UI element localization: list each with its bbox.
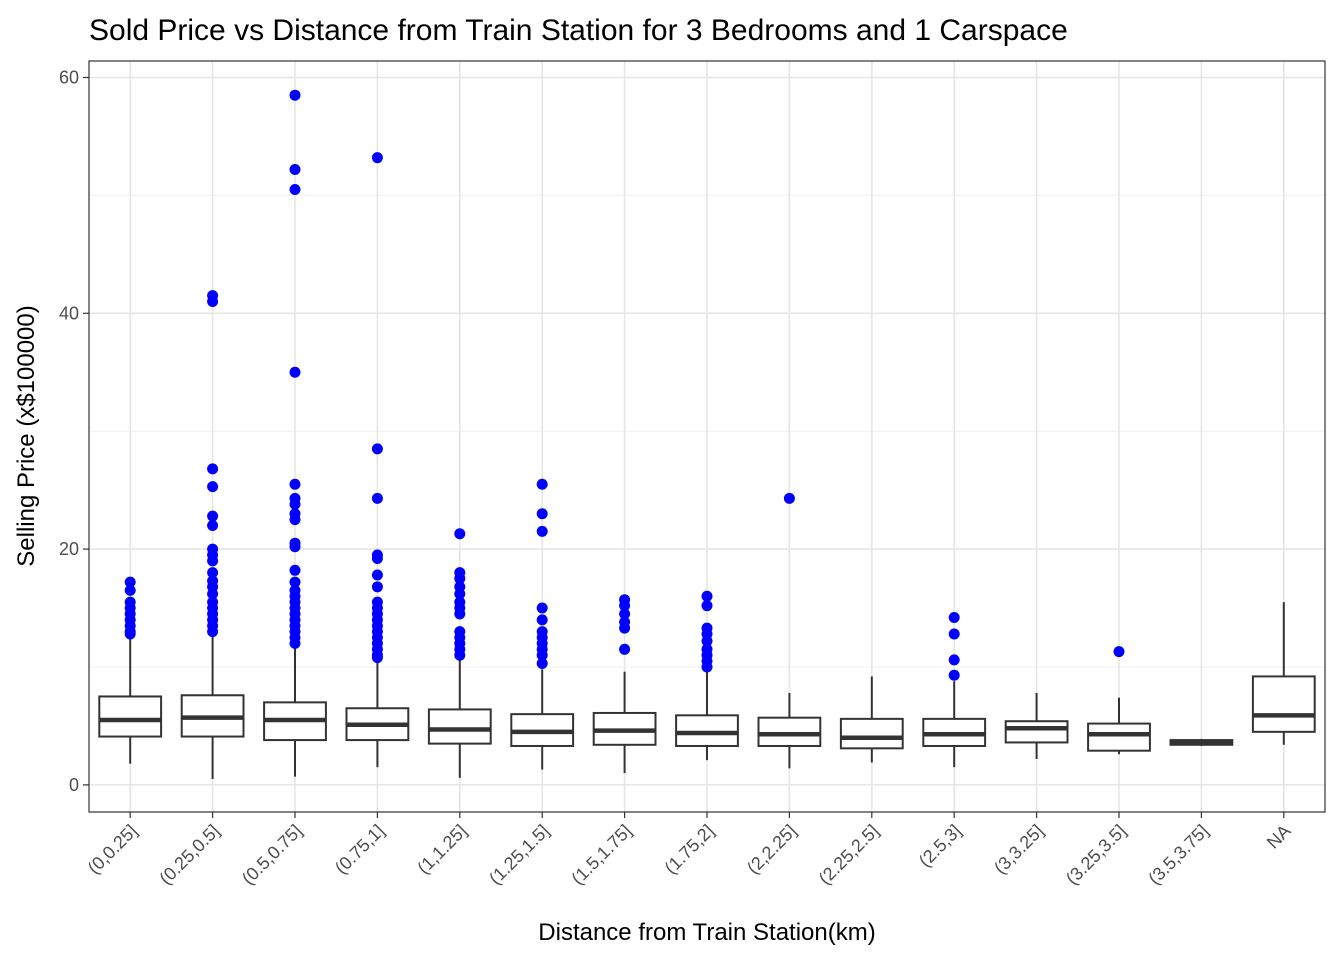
outlier-point bbox=[371, 443, 383, 455]
outlier-point bbox=[536, 478, 548, 490]
outlier-point bbox=[701, 600, 713, 612]
box-7 bbox=[675, 671, 739, 761]
box-5 bbox=[510, 669, 575, 770]
iqr-box bbox=[1004, 720, 1069, 744]
outlier-point bbox=[536, 614, 548, 626]
iqr-box bbox=[839, 717, 904, 750]
iqr-box bbox=[757, 716, 822, 747]
outlier-point bbox=[619, 643, 631, 655]
outlier-point bbox=[207, 510, 219, 522]
box-8 bbox=[757, 692, 822, 769]
y-tick-label: 0 bbox=[69, 775, 79, 795]
outlier-point bbox=[536, 525, 548, 537]
box-9 bbox=[839, 676, 904, 763]
outlier-point bbox=[124, 576, 136, 588]
outlier-point bbox=[207, 626, 219, 638]
outlier-point bbox=[207, 588, 219, 600]
y-tick-label: 60 bbox=[59, 68, 79, 88]
box-11 bbox=[1004, 692, 1069, 759]
iqr-box bbox=[1251, 675, 1316, 733]
outlier-point bbox=[207, 520, 219, 532]
outlier-point bbox=[371, 652, 383, 664]
box-series bbox=[98, 602, 1316, 779]
outlier-point bbox=[207, 463, 219, 475]
box-1 bbox=[180, 635, 245, 779]
outlier-point bbox=[783, 492, 795, 504]
outlier-point bbox=[536, 649, 548, 661]
outlier-point bbox=[289, 366, 301, 378]
y-axis-title: Selling Price (x$100000) bbox=[13, 305, 40, 566]
box-13 bbox=[1169, 738, 1234, 746]
outlier-point bbox=[289, 564, 301, 576]
outlier-point bbox=[371, 569, 383, 581]
box-6 bbox=[592, 671, 657, 774]
outlier-point bbox=[1113, 646, 1125, 658]
box-4 bbox=[427, 659, 492, 778]
box-10 bbox=[922, 681, 987, 768]
box-14 bbox=[1251, 602, 1316, 745]
y-axis: 0 20 40 60 bbox=[59, 68, 89, 795]
box-0 bbox=[98, 637, 163, 764]
box-2 bbox=[263, 648, 327, 777]
outlier-point bbox=[207, 555, 219, 567]
outlier-point bbox=[289, 541, 301, 553]
outlier-point bbox=[289, 163, 301, 175]
outlier-point bbox=[536, 657, 548, 669]
iqr-box bbox=[1087, 722, 1151, 752]
outlier-point bbox=[289, 514, 301, 526]
iqr-box bbox=[427, 708, 492, 745]
outlier-point bbox=[454, 528, 466, 540]
outlier-point bbox=[207, 567, 219, 579]
outlier-point bbox=[454, 588, 466, 600]
outlier-point bbox=[289, 89, 301, 101]
outlier-point bbox=[207, 296, 219, 308]
outlier-point bbox=[948, 669, 960, 681]
outlier-point bbox=[536, 602, 548, 614]
outlier-point bbox=[701, 661, 713, 673]
outlier-point bbox=[948, 654, 960, 666]
outlier-point bbox=[289, 637, 301, 649]
outlier-points bbox=[124, 89, 1125, 681]
chart-title: Sold Price vs Distance from Train Statio… bbox=[89, 14, 1068, 47]
outlier-point bbox=[619, 608, 631, 620]
iqr-box bbox=[675, 714, 739, 747]
outlier-point bbox=[371, 492, 383, 504]
outlier-point bbox=[701, 590, 713, 602]
outlier-point bbox=[124, 584, 136, 596]
y-tick-label: 20 bbox=[59, 539, 79, 559]
outlier-point bbox=[371, 553, 383, 565]
box-3 bbox=[345, 661, 410, 768]
x-axis-title: Distance from Train Station(km) bbox=[538, 919, 875, 946]
outlier-point bbox=[289, 478, 301, 490]
outlier-point bbox=[454, 608, 466, 620]
outlier-point bbox=[289, 184, 301, 196]
outlier-point bbox=[289, 498, 301, 510]
outlier-point bbox=[454, 649, 466, 661]
outlier-point bbox=[124, 628, 136, 640]
outlier-point bbox=[619, 600, 631, 612]
outlier-point bbox=[371, 581, 383, 593]
iqr-box bbox=[98, 695, 163, 738]
outlier-point bbox=[207, 481, 219, 493]
y-tick-label: 40 bbox=[59, 303, 79, 323]
outlier-point bbox=[454, 573, 466, 585]
outlier-point bbox=[948, 628, 960, 640]
outlier-point bbox=[371, 152, 383, 164]
outlier-point bbox=[289, 576, 301, 588]
outlier-point bbox=[948, 611, 960, 623]
box-12 bbox=[1087, 697, 1151, 755]
outlier-point bbox=[701, 635, 713, 647]
outlier-point bbox=[619, 622, 631, 634]
outlier-point bbox=[536, 508, 548, 520]
